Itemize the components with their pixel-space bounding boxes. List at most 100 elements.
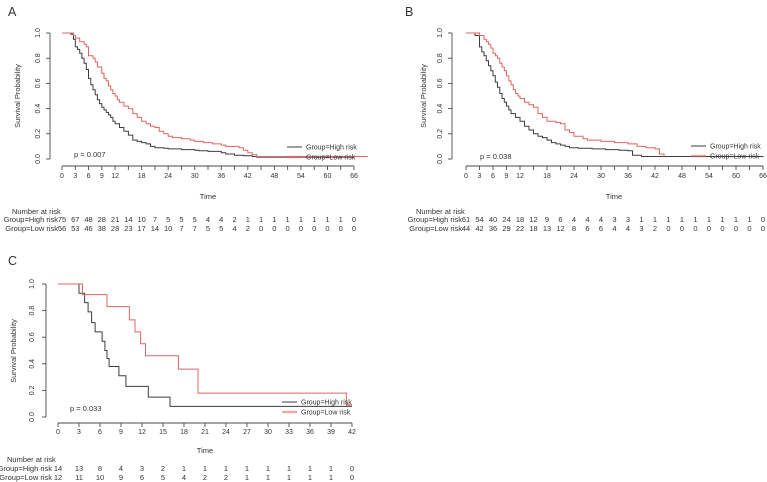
risk-count: 5 xyxy=(179,215,183,224)
legend: Group=High risk Group=Low risk xyxy=(282,400,352,417)
risk-count: 0 xyxy=(352,224,356,233)
p-value-label: p = 0.007 xyxy=(74,150,106,159)
risk-count: 6 xyxy=(558,215,562,224)
risk-count: 1 xyxy=(287,473,291,482)
risk-count: 1 xyxy=(203,464,207,473)
survival-curve-high-risk xyxy=(58,283,352,407)
risk-count: 4 xyxy=(119,464,123,473)
risk-count: 2 xyxy=(653,224,657,233)
legend-label: Group=High risk xyxy=(710,144,761,151)
x-tick-label: 24 xyxy=(570,173,578,180)
risk-count: 10 xyxy=(137,215,145,224)
risk-count: 4 xyxy=(626,224,630,233)
risk-count: 6 xyxy=(599,224,603,233)
risk-count: 4 xyxy=(612,224,616,233)
x-tick-label: 18 xyxy=(543,173,551,180)
risk-count: 28 xyxy=(111,224,119,233)
risk-count: 11 xyxy=(75,473,83,482)
risk-count: 13 xyxy=(543,224,551,233)
risk-count: 40 xyxy=(489,215,497,224)
x-tick-label: 9 xyxy=(505,173,509,180)
risk-count: 5 xyxy=(166,215,170,224)
risk-count: 48 xyxy=(84,215,92,224)
y-tick-label: 1.0 xyxy=(35,28,42,38)
risk-table-header: Number at risk xyxy=(12,207,61,216)
legend: Group=High risk Group=Low risk xyxy=(691,144,761,161)
risk-count: 5 xyxy=(161,473,165,482)
risk-count: 1 xyxy=(325,215,329,224)
x-tick-label: 0 xyxy=(60,173,64,180)
x-tick-label: 36 xyxy=(306,429,314,436)
risk-count: 0 xyxy=(286,224,290,233)
risk-count: 4 xyxy=(599,215,603,224)
risk-count: 53 xyxy=(71,224,79,233)
risk-count: 2 xyxy=(232,215,236,224)
x-tick-label: 48 xyxy=(678,173,686,180)
risk-count: 1 xyxy=(339,215,343,224)
y-tick-label: 0.0 xyxy=(35,154,42,164)
risk-count: 29 xyxy=(502,224,510,233)
risk-count: 1 xyxy=(266,464,270,473)
risk-count: 14 xyxy=(151,224,159,233)
p-value-label: p = 0.038 xyxy=(480,152,512,161)
x-tick-label: 24 xyxy=(164,173,172,180)
risk-count: 1 xyxy=(707,215,711,224)
risk-count: 1 xyxy=(266,473,270,482)
x-tick-label: 36 xyxy=(624,173,632,180)
risk-count: 46 xyxy=(84,224,92,233)
risk-count: 0 xyxy=(312,224,316,233)
risk-count: 1 xyxy=(287,464,291,473)
y-tick-label: 0.2 xyxy=(35,129,42,139)
risk-count: 42 xyxy=(475,224,483,233)
y-axis: 0.0 0.2 0.4 0.6 0.8 1.0 Survival Probability xyxy=(419,28,453,164)
panel-label: A xyxy=(8,5,17,19)
x-tick-label: 39 xyxy=(327,429,335,436)
risk-count: 0 xyxy=(259,224,263,233)
risk-count: 4 xyxy=(585,215,589,224)
risk-count: 1 xyxy=(329,473,333,482)
risk-count: 67 xyxy=(71,215,79,224)
x-axis-title: Time xyxy=(200,192,216,201)
risk-count: 28 xyxy=(98,215,106,224)
x-tick-label: 15 xyxy=(159,429,167,436)
risk-count: 1 xyxy=(245,464,249,473)
risk-count: 54 xyxy=(475,215,483,224)
risk-count: 1 xyxy=(286,215,290,224)
x-tick-label: 54 xyxy=(705,173,713,180)
x-tick-label: 6 xyxy=(98,429,102,436)
x-axis-title: Time xyxy=(197,446,213,455)
risk-count: 4 xyxy=(219,215,223,224)
x-tick-label: 9 xyxy=(100,173,104,180)
risk-count: 1 xyxy=(308,464,312,473)
y-tick-label: 0.0 xyxy=(437,154,444,164)
risk-row-label: Group=Low risk xyxy=(409,224,462,233)
y-axis-title: Survival Probability xyxy=(13,64,22,128)
risk-count: 18 xyxy=(516,215,524,224)
risk-count: 1 xyxy=(329,464,333,473)
x-axis-title: Time xyxy=(606,192,622,201)
risk-count: 5 xyxy=(219,224,223,233)
risk-count: 1 xyxy=(224,464,228,473)
risk-count: 75 xyxy=(58,215,66,224)
risk-row-label: Group=High risk xyxy=(408,215,463,224)
risk-count: 44 xyxy=(462,224,470,233)
x-tick-label: 24 xyxy=(222,429,230,436)
risk-count: 9 xyxy=(545,215,549,224)
risk-table-header: Number at risk xyxy=(416,207,465,216)
risk-count: 14 xyxy=(124,215,132,224)
risk-count: 0 xyxy=(350,464,354,473)
risk-count: 0 xyxy=(720,224,724,233)
risk-count: 4 xyxy=(206,215,210,224)
x-tick-label: 6 xyxy=(87,173,91,180)
risk-count: 2 xyxy=(224,473,228,482)
risk-count: 1 xyxy=(245,473,249,482)
y-axis-title: Survival Probability xyxy=(9,319,18,383)
risk-count: 4 xyxy=(182,473,186,482)
risk-count: 14 xyxy=(54,464,62,473)
x-tick-label: 33 xyxy=(285,429,293,436)
survival-curve-low-risk xyxy=(466,32,665,158)
x-tick-label: 12 xyxy=(138,429,146,436)
